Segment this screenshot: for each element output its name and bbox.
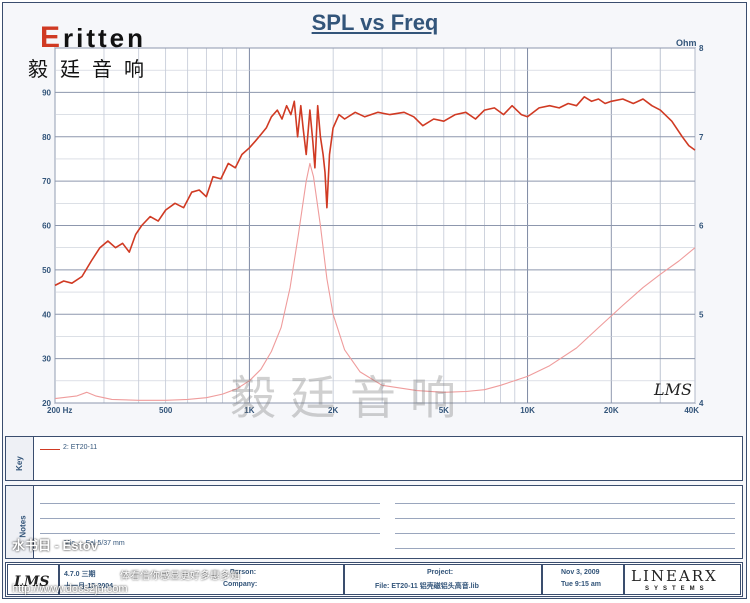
- notes-rule: [395, 533, 735, 534]
- legend-entry: 2: ET20-11: [63, 444, 98, 451]
- notes-rule: [40, 518, 380, 519]
- overlay-caption: 水书日 - Estov: [12, 538, 98, 553]
- lms-mark: LMS: [654, 380, 692, 399]
- notes-text: Mic … Fal 5/37 mm: [64, 540, 125, 547]
- y-right-tick-label: 6: [699, 222, 704, 231]
- notes-rule: [395, 518, 735, 519]
- footer-brand-cell: LINEARX SYSTEMS: [624, 564, 741, 595]
- spl-curve: [54, 96, 696, 287]
- notes-rule: [40, 503, 380, 504]
- y-right-tick-label: 5: [699, 310, 704, 319]
- x-tick-label: 500: [159, 406, 173, 415]
- project-label: Project:: [427, 569, 454, 576]
- footer-lms-logo: LMS: [14, 574, 50, 590]
- footer-project-cell: Project: File: ET20-11 铝壳磁铝头高音.lib: [344, 564, 542, 595]
- footer-time: Tue 9:15 am: [561, 581, 601, 588]
- watermark: 毅廷音响: [230, 371, 470, 425]
- x-tick-label: 200 Hz: [47, 406, 72, 415]
- file-line: File: ET20-11 铝壳磁铝头高音.lib: [375, 583, 479, 590]
- footer-lms-cell: LMS: [7, 564, 59, 595]
- key-label: Key: [14, 455, 24, 471]
- date-left: 十一月-15-2004: [64, 583, 114, 590]
- y-left-tick-label: 50: [42, 266, 51, 275]
- x-tick-label: 1K: [244, 406, 254, 415]
- overlay-url: http://www.docs2ju.com: [12, 583, 128, 595]
- y-left-tick-label: 90: [42, 88, 51, 97]
- footer-date: Nov 3, 2009: [561, 569, 600, 576]
- brand-name: LINEARX: [631, 567, 718, 585]
- notes-rule: [395, 548, 735, 549]
- x-tick-label: 2K: [328, 406, 338, 415]
- legend-swatch: [40, 449, 60, 450]
- key-panel: Key: [5, 436, 743, 481]
- brand-logo-chinese: 毅廷音响: [28, 57, 156, 81]
- y-right-tick-label: 4: [699, 399, 704, 408]
- x-tick-label: 40K: [684, 406, 699, 415]
- overlay-chinese: 体看信你感显更好多惠多知: [120, 571, 240, 582]
- footer-date-cell: Nov 3, 2009 Tue 9:15 am: [542, 564, 624, 595]
- footer-person-cell: 4.7.0 三期 十一月-15-2004 Person: Company:: [59, 564, 344, 595]
- y-left-tick-label: 60: [42, 222, 51, 231]
- x-tick-label: 20K: [604, 406, 619, 415]
- y-left-tick-label: 40: [42, 310, 51, 319]
- brand-sub: SYSTEMS: [645, 586, 709, 592]
- version-line: 4.7.0 三期: [64, 571, 96, 578]
- company-label: Company:: [223, 581, 258, 588]
- y-left-tick-label: 20: [42, 399, 51, 408]
- notes-rule: [40, 533, 380, 534]
- brand-logo-initial: E: [40, 21, 64, 54]
- right-axis-unit: Ohm: [676, 38, 697, 48]
- y-right-tick-label: 7: [699, 133, 704, 142]
- x-tick-label: 10K: [520, 406, 535, 415]
- key-panel-side: Key: [6, 437, 34, 480]
- x-tick-label: 5K: [439, 406, 449, 415]
- y-right-tick-label: 8: [699, 44, 704, 53]
- notes-panel: Notes: [5, 485, 743, 559]
- y-left-tick-label: 80: [42, 133, 51, 142]
- brand-logo: Eritten: [40, 21, 146, 55]
- y-left-tick-label: 70: [42, 177, 51, 186]
- impedance-curve: [54, 162, 696, 401]
- brand-logo-text: ritten: [63, 23, 147, 53]
- chart-title: SPL vs Freq: [311, 10, 439, 35]
- notes-rule: [395, 503, 735, 504]
- person-label: Person:: [230, 569, 257, 576]
- notes-panel-side: Notes: [6, 486, 34, 558]
- y-left-tick-label: 30: [42, 355, 51, 364]
